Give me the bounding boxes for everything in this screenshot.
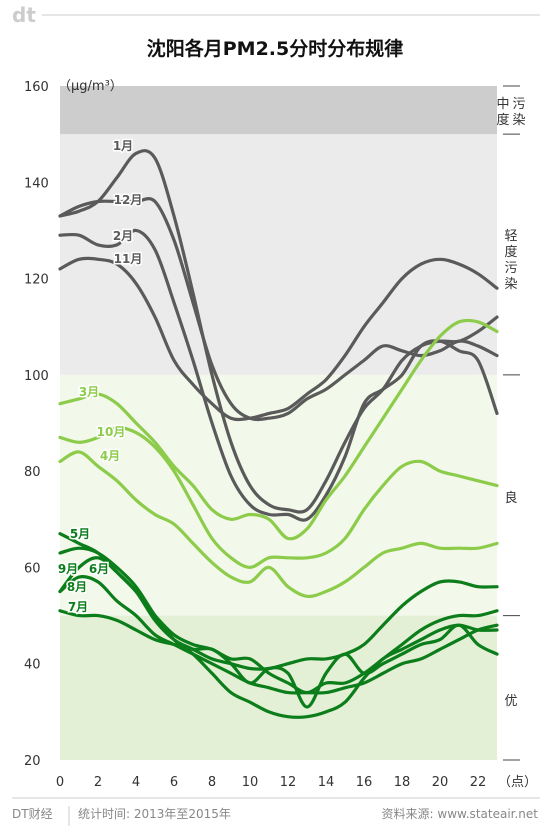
series-line-2 [58,228,499,522]
x-axis-unit: （点） [498,775,537,790]
y-axis-unit: （μg/m³） [58,79,123,94]
band-label-2: 轻度污染 [504,229,517,292]
y-tick-120: 120 [24,273,49,288]
x-tick-8: 8 [208,775,216,790]
x-tick-16: 16 [356,775,373,790]
x-tick-2: 2 [94,775,102,790]
series-label-9: 6月 [89,562,109,576]
series-line-3 [58,256,499,422]
y-tick-140: 140 [24,176,49,191]
x-tick-22: 22 [470,775,487,790]
x-tick-4: 4 [132,775,140,790]
footer-brand: DT财经 [12,807,53,821]
series-label-7: 5月 [70,527,90,541]
x-tick-10: 10 [242,775,259,790]
y-tick-20: 20 [24,754,41,769]
series-line-8 [58,546,499,719]
series-label-2: 2月 [113,229,133,243]
band-2 [60,134,497,375]
y-tick-40: 40 [24,658,41,673]
band-label-3: 中度污染 [496,97,525,128]
y-tick-100: 100 [24,369,49,384]
series-label-3: 11月 [114,252,143,266]
series-line-5 [58,426,499,569]
x-tick-18: 18 [394,775,411,790]
series-label-5: 10月 [97,425,126,439]
footer-period: 统计时间: 2013年至2015年 [78,807,231,821]
chart-title: 沈阳各月PM2.5分时分布规律 [147,37,404,60]
pollution-bands [60,86,497,760]
y-axis-ticks: 20 40 60 80 100 120 140 160 [24,80,49,769]
x-tick-12: 12 [280,775,297,790]
x-tick-14: 14 [318,775,335,790]
series-label-6: 4月 [100,449,120,463]
series-line-6 [58,450,499,599]
y-tick-60: 60 [24,561,41,576]
y-tick-80: 80 [24,465,41,480]
y-tick-160: 160 [24,80,49,95]
x-tick-6: 6 [170,775,178,790]
series-label-11: 7月 [68,600,88,614]
series-label-4: 3月 [79,385,99,399]
series-label-10: 8月 [67,580,87,594]
band-label-0: 优 [504,694,517,709]
series-label-8: 9月 [58,562,78,576]
footer-source: 资料来源: www.stateair.net [382,807,539,821]
series-line-10 [58,575,499,695]
series-label-0: 1月 [113,139,133,153]
band-3 [60,86,497,135]
series-label-1: 12月 [114,193,143,207]
x-tick-20: 20 [432,775,449,790]
series-line-1 [58,197,499,422]
band-labels: 优 良 轻度污染 中度污染 [496,85,526,761]
series-lines [58,149,499,719]
band-0 [60,615,497,760]
series-line-11 [58,609,499,709]
band-label-1: 良 [504,490,517,506]
x-axis-ticks: 0 2 4 6 8 10 12 14 16 18 20 22 [56,775,486,790]
x-tick-0: 0 [56,775,64,790]
series-line-4 [58,318,499,541]
brand-logo: dt [12,3,36,27]
